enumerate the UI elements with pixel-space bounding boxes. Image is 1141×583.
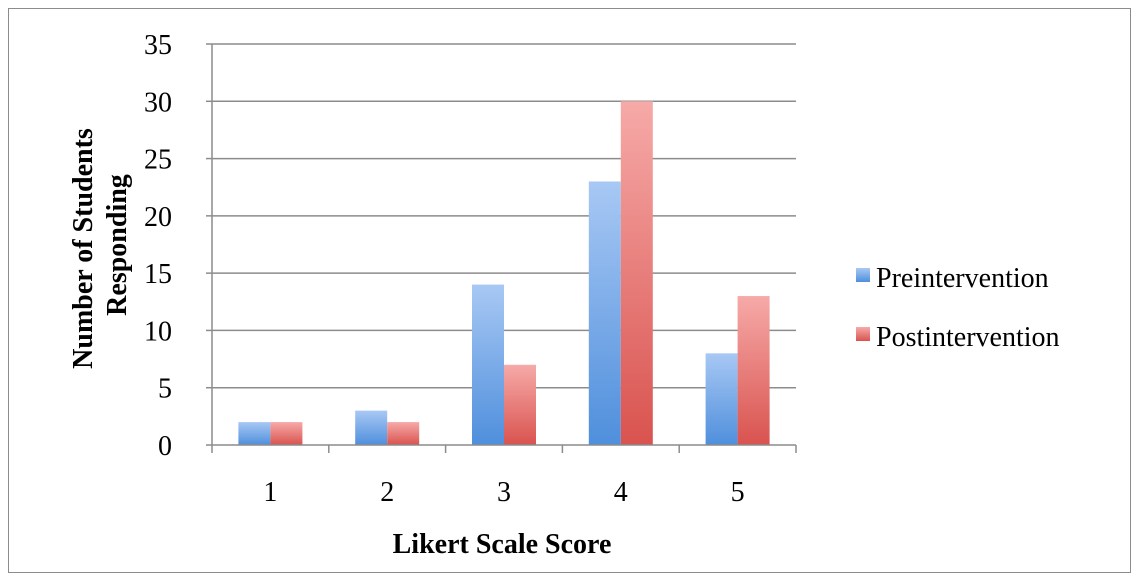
bar-postintervention-5 <box>738 296 770 445</box>
x-tick-label-2: 2 <box>380 477 394 508</box>
legend-label-preintervention: Preintervention <box>876 263 1049 294</box>
x-tick-label-3: 3 <box>497 477 511 508</box>
y-tick-label-15: 15 <box>144 259 172 290</box>
bar-postintervention-1 <box>270 422 302 445</box>
y-axis-title-line-1: Number of Students <box>68 128 99 369</box>
x-tick-label-1: 1 <box>263 477 277 508</box>
y-tick-label-10: 10 <box>144 316 172 347</box>
x-axis-title: Likert Scale Score <box>393 529 612 560</box>
bar-preintervention-3 <box>472 285 504 445</box>
y-axis-title-line-2: Responding <box>102 174 133 316</box>
x-tick-labels: 1 2 3 4 5 <box>263 477 744 508</box>
x-tick-label-5: 5 <box>731 477 745 508</box>
y-tick-label-35: 35 <box>144 30 172 61</box>
legend-swatch-postintervention <box>856 327 870 341</box>
y-tick-label-20: 20 <box>144 202 172 233</box>
bar-postintervention-3 <box>504 365 536 445</box>
y-tick-label-5: 5 <box>158 374 172 405</box>
y-tick-labels: 0 5 10 15 20 25 30 35 <box>144 30 172 462</box>
bar-preintervention-1 <box>238 422 270 445</box>
bar-preintervention-4 <box>589 181 621 445</box>
legend-swatch-preintervention <box>856 268 870 282</box>
bar-postintervention-2 <box>387 422 419 445</box>
bar-preintervention-2 <box>355 411 387 445</box>
legend-label-postintervention: Postintervention <box>876 322 1060 353</box>
y-tick-label-0: 0 <box>158 431 172 462</box>
legend: Preintervention Postintervention <box>856 263 1060 353</box>
x-tick-label-4: 4 <box>614 477 628 508</box>
bar-postintervention-4 <box>621 101 653 445</box>
y-tick-label-30: 30 <box>144 87 172 118</box>
bar-preintervention-5 <box>706 353 738 445</box>
y-axis-title: Number of Students Responding <box>68 121 133 369</box>
y-tick-label-25: 25 <box>144 145 172 176</box>
